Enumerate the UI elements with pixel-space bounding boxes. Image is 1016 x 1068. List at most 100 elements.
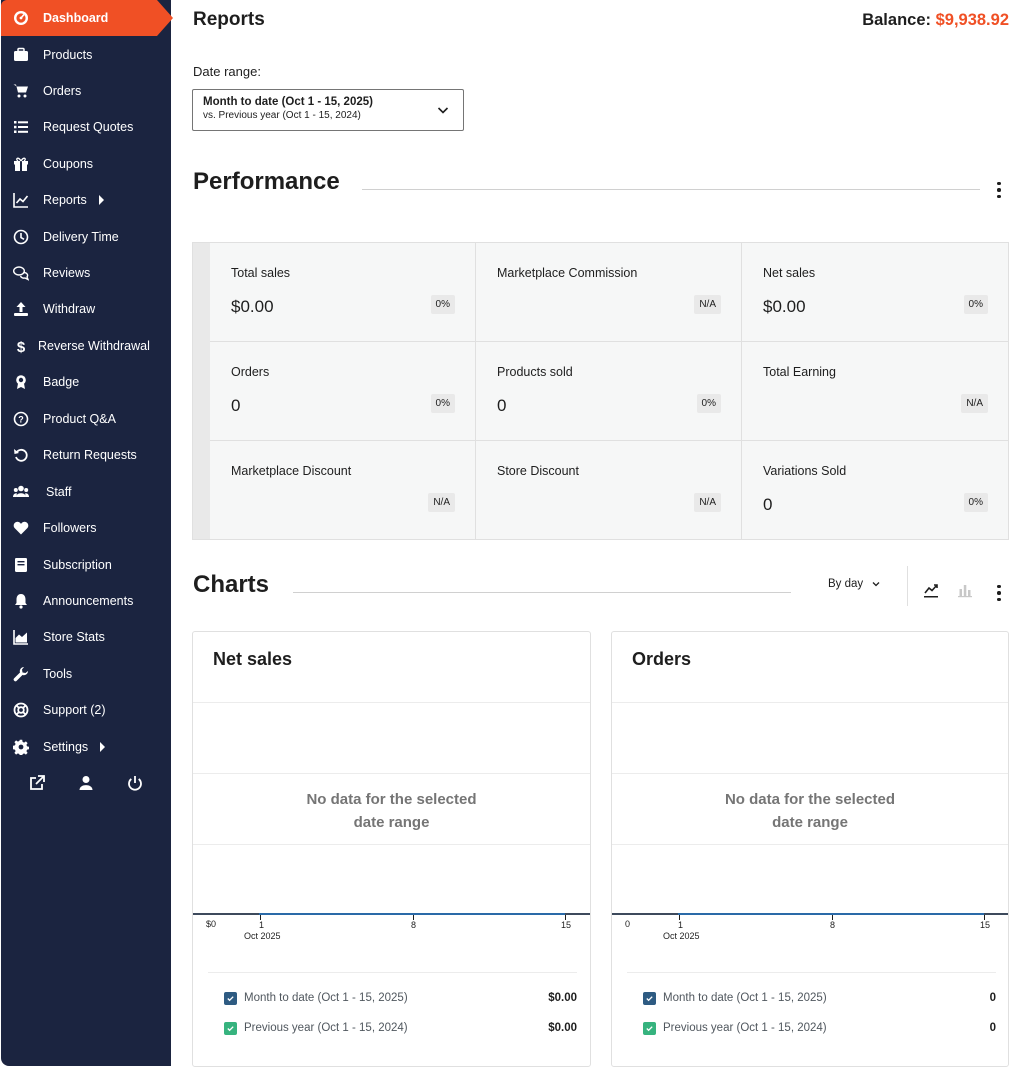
checkbox-icon[interactable] [643,1021,656,1035]
performance-menu-icon[interactable] [988,177,1010,203]
metric-label: Total sales [231,266,291,280]
legend-value: $0.00 [548,1022,577,1034]
sidebar-item-staff[interactable]: Staff [1,474,171,510]
dollar-icon: $ [13,338,29,354]
line-chart-toggle-icon[interactable] [919,578,943,602]
sidebar-item-label: Reviews [43,266,91,280]
legend-item[interactable]: Month to date (Oct 1 - 15, 2025) $0.00 [224,988,577,1008]
user-icon[interactable] [78,775,94,796]
divider [362,189,980,190]
sidebar-item-support[interactable]: Support (2) [1,692,171,728]
balance-amount: $9,938.92 [935,11,1009,29]
y-tick-label: 0 [625,919,631,929]
metric-delta-badge: 0% [430,295,455,314]
bell-icon [13,593,29,609]
series-line [259,913,565,915]
chevron-down-icon [872,582,880,587]
date-range-label: Date range: [193,64,261,79]
metric-label: Marketplace Commission [497,266,638,280]
sidebar-item-product-qa[interactable]: ? Product Q&A [1,401,171,437]
x-tick-label: 8 [411,920,417,930]
sidebar-item-label: Request Quotes [43,120,134,134]
gear-icon [13,739,29,755]
lifebuoy-icon [13,702,29,718]
x-tick [260,915,261,920]
legend-item[interactable]: Previous year (Oct 1 - 15, 2024) 0 [643,1018,996,1038]
sidebar-item-tools[interactable]: Tools [1,656,171,692]
date-range-select[interactable]: Month to date (Oct 1 - 15, 2025) vs. Pre… [192,89,464,131]
page-title: Reports [193,9,265,30]
sidebar-item-settings[interactable]: Settings [1,729,171,765]
metric-delta-badge: N/A [694,295,721,314]
sidebar-item-dashboard[interactable]: Dashboard [1,0,173,36]
sidebar-item-products[interactable]: Products [1,37,171,73]
sidebar-item-withdraw[interactable]: Withdraw [1,291,171,327]
sidebar-item-label: Followers [43,521,97,535]
empty-state-line: date range [772,814,848,831]
metric-products-sold[interactable]: Products sold 0 0% [476,342,742,441]
empty-state-line: No data for the selected [724,791,896,808]
sidebar-item-label: Coupons [43,157,94,171]
sidebar-footer [1,770,171,800]
x-tick-label: 1 [259,920,265,930]
chart-legend: Month to date (Oct 1 - 15, 2025) $0.00 P… [208,972,577,1042]
area-chart-icon [13,629,29,645]
legend-label: Month to date (Oct 1 - 15, 2025) [663,992,827,1004]
checkbox-icon[interactable] [224,991,237,1005]
sidebar-item-orders[interactable]: Orders [1,73,171,109]
power-icon[interactable] [127,775,143,796]
award-icon [13,374,29,390]
sidebar-item-badge[interactable]: Badge [1,364,171,400]
sidebar-item-request-quotes[interactable]: Request Quotes [1,109,171,145]
charts-menu-icon[interactable] [988,580,1010,606]
users-icon [13,484,29,500]
checkbox-icon[interactable] [224,1021,237,1035]
date-range-compare: vs. Previous year (Oct 1 - 15, 2024) [203,110,361,121]
legend-item[interactable]: Month to date (Oct 1 - 15, 2025) 0 [643,988,996,1008]
legend-label: Previous year (Oct 1 - 15, 2024) [244,1022,408,1034]
metric-value: 0 [497,396,507,415]
chevron-down-icon [437,107,449,114]
divider [293,592,791,593]
legend-item[interactable]: Previous year (Oct 1 - 15, 2024) $0.00 [224,1018,577,1038]
interval-select[interactable]: By day [828,578,881,590]
chart-legend: Month to date (Oct 1 - 15, 2025) 0 Previ… [627,972,996,1042]
metric-orders[interactable]: Orders 0 0% [210,342,476,441]
metric-total-sales[interactable]: Total sales $0.00 0% [210,243,476,342]
sidebar-item-label: Subscription [43,558,112,572]
sidebar-item-reports[interactable]: Reports [1,182,171,218]
metric-store-discount[interactable]: Store Discount N/A [476,441,742,540]
series-line [678,913,984,915]
metric-net-sales[interactable]: Net sales $0.00 0% [742,243,1008,342]
metric-variations-sold[interactable]: Variations Sold 0 0% [742,441,1008,540]
metric-total-earning[interactable]: Total Earning N/A [742,342,1008,441]
bar-chart-toggle-icon[interactable] [953,578,977,602]
interval-label: By day [828,578,864,590]
wrench-icon [13,666,29,682]
empty-state-message: No data for the selected date range [612,788,1008,834]
balance-label: Balance: [862,11,931,29]
legend-value: 0 [989,992,996,1004]
charts-title: Charts [193,571,270,598]
sidebar-item-reverse-withdrawal[interactable]: $ Reverse Withdrawal [1,328,171,364]
metric-marketplace-discount[interactable]: Marketplace Discount N/A [210,441,476,540]
metric-value: 0 [763,495,773,514]
sidebar-item-return-requests[interactable]: Return Requests [1,437,171,473]
sidebar-item-subscription[interactable]: Subscription [1,547,171,583]
external-link-icon[interactable] [29,774,46,796]
sidebar-item-announcements[interactable]: Announcements [1,583,171,619]
sidebar-item-store-stats[interactable]: Store Stats [1,619,171,655]
sidebar-item-followers[interactable]: Followers [1,510,171,546]
metric-marketplace-commission[interactable]: Marketplace Commission N/A [476,243,742,342]
metric-delta-badge: N/A [694,493,721,512]
sidebar-item-delivery-time[interactable]: Delivery Time [1,219,171,255]
empty-state-line: No data for the selected [306,791,477,808]
x-tick-label: 8 [830,920,836,930]
metric-delta-badge: N/A [428,493,455,512]
metric-label: Marketplace Discount [231,464,352,478]
sidebar-item-reviews[interactable]: Reviews [1,255,171,291]
sidebar-item-coupons[interactable]: Coupons [1,146,171,182]
x-tick [984,915,985,920]
chart-title: Orders [632,649,692,669]
checkbox-icon[interactable] [643,991,656,1005]
